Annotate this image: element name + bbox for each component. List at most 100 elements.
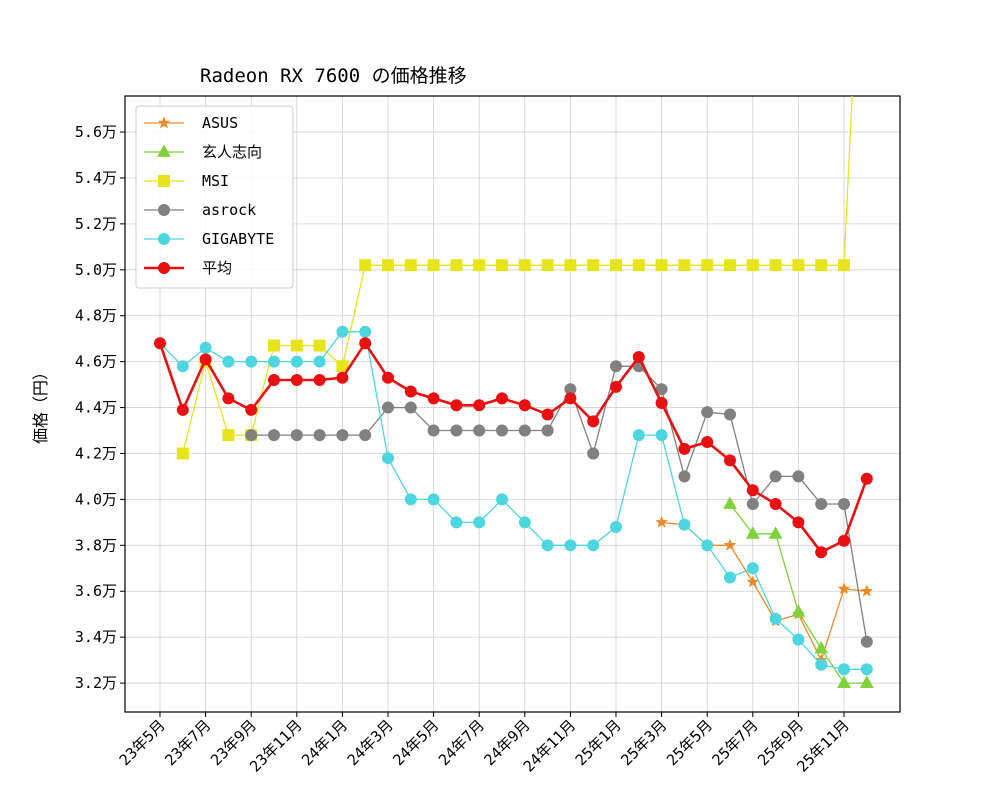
marker [769,259,782,272]
y-tick-label: 4.8万 [75,307,117,325]
x-tick-label: 24年5月 [389,716,442,769]
y-tick-label: 4.2万 [75,444,117,462]
marker [541,539,554,552]
marker [313,374,326,387]
marker [157,116,171,129]
marker [359,429,372,442]
marker [404,401,417,414]
marker [860,663,873,676]
legend-label: MSI [202,172,229,190]
marker [336,429,349,442]
marker [158,204,170,216]
marker [655,259,668,272]
marker [313,339,326,352]
marker [769,497,782,510]
marker [724,259,736,272]
marker [678,470,691,483]
marker [199,353,212,366]
marker [610,520,622,533]
marker [769,470,782,483]
marker [290,374,303,387]
marker [701,539,714,552]
marker [838,663,850,676]
marker [404,259,417,272]
marker [746,484,759,497]
marker [222,392,235,405]
marker [313,355,326,368]
y-tick-label: 4.4万 [75,399,117,417]
marker [158,233,170,245]
marker [450,259,463,272]
marker [701,435,714,448]
y-tick-label: 3.6万 [75,582,117,600]
x-tick-label: 24年3月 [344,716,397,769]
marker [564,392,577,405]
marker [268,355,280,368]
marker [268,339,280,352]
marker [815,546,828,559]
marker [473,516,486,529]
marker [678,259,691,272]
marker [382,371,394,384]
marker [313,429,326,442]
marker [176,447,189,460]
marker [587,415,600,428]
marker [359,337,372,350]
marker [859,675,874,688]
marker [701,406,714,419]
marker [724,408,736,421]
marker [587,259,600,272]
marker [427,392,440,405]
marker [541,259,554,272]
marker [724,454,736,467]
marker [587,539,600,552]
marker [268,374,280,387]
y-tick-label: 5.6万 [75,123,117,141]
marker [838,497,850,510]
marker [837,582,851,595]
y-tick-label: 4.6万 [75,353,117,371]
y-tick-label: 5.2万 [75,215,117,233]
marker [723,538,737,551]
marker [154,337,166,350]
marker [678,442,691,455]
marker [838,534,850,547]
marker [268,429,280,442]
marker [359,325,372,338]
marker [518,424,531,437]
plot-area [154,96,874,688]
marker [723,496,737,509]
marker [336,371,349,384]
y-tick-label: 4.0万 [75,490,117,508]
marker [382,259,394,272]
marker [427,493,440,506]
marker [792,633,805,646]
marker [199,341,212,354]
marker [837,675,851,688]
marker [450,516,463,529]
marker [473,424,486,437]
marker [290,429,303,442]
x-tick-label: 23年5月 [116,716,169,769]
legend: ASUS 玄人志向 MSI asrock GIGABYTE 平均 [135,105,294,289]
marker [632,429,645,442]
marker [404,493,417,506]
marker [427,259,440,272]
y-axis-label: 価格（円） [31,364,50,444]
marker [655,515,669,528]
marker [792,259,805,272]
legend-label: ASUS [202,114,238,132]
marker [745,526,760,539]
legend-label: asrock [202,201,256,219]
marker [815,658,828,671]
series-line [251,365,868,642]
x-tick-label: 25年1月 [572,716,625,769]
marker [678,518,691,531]
marker [496,259,508,272]
marker [746,259,759,272]
marker [815,259,828,272]
marker [245,403,258,416]
marker [768,526,783,539]
